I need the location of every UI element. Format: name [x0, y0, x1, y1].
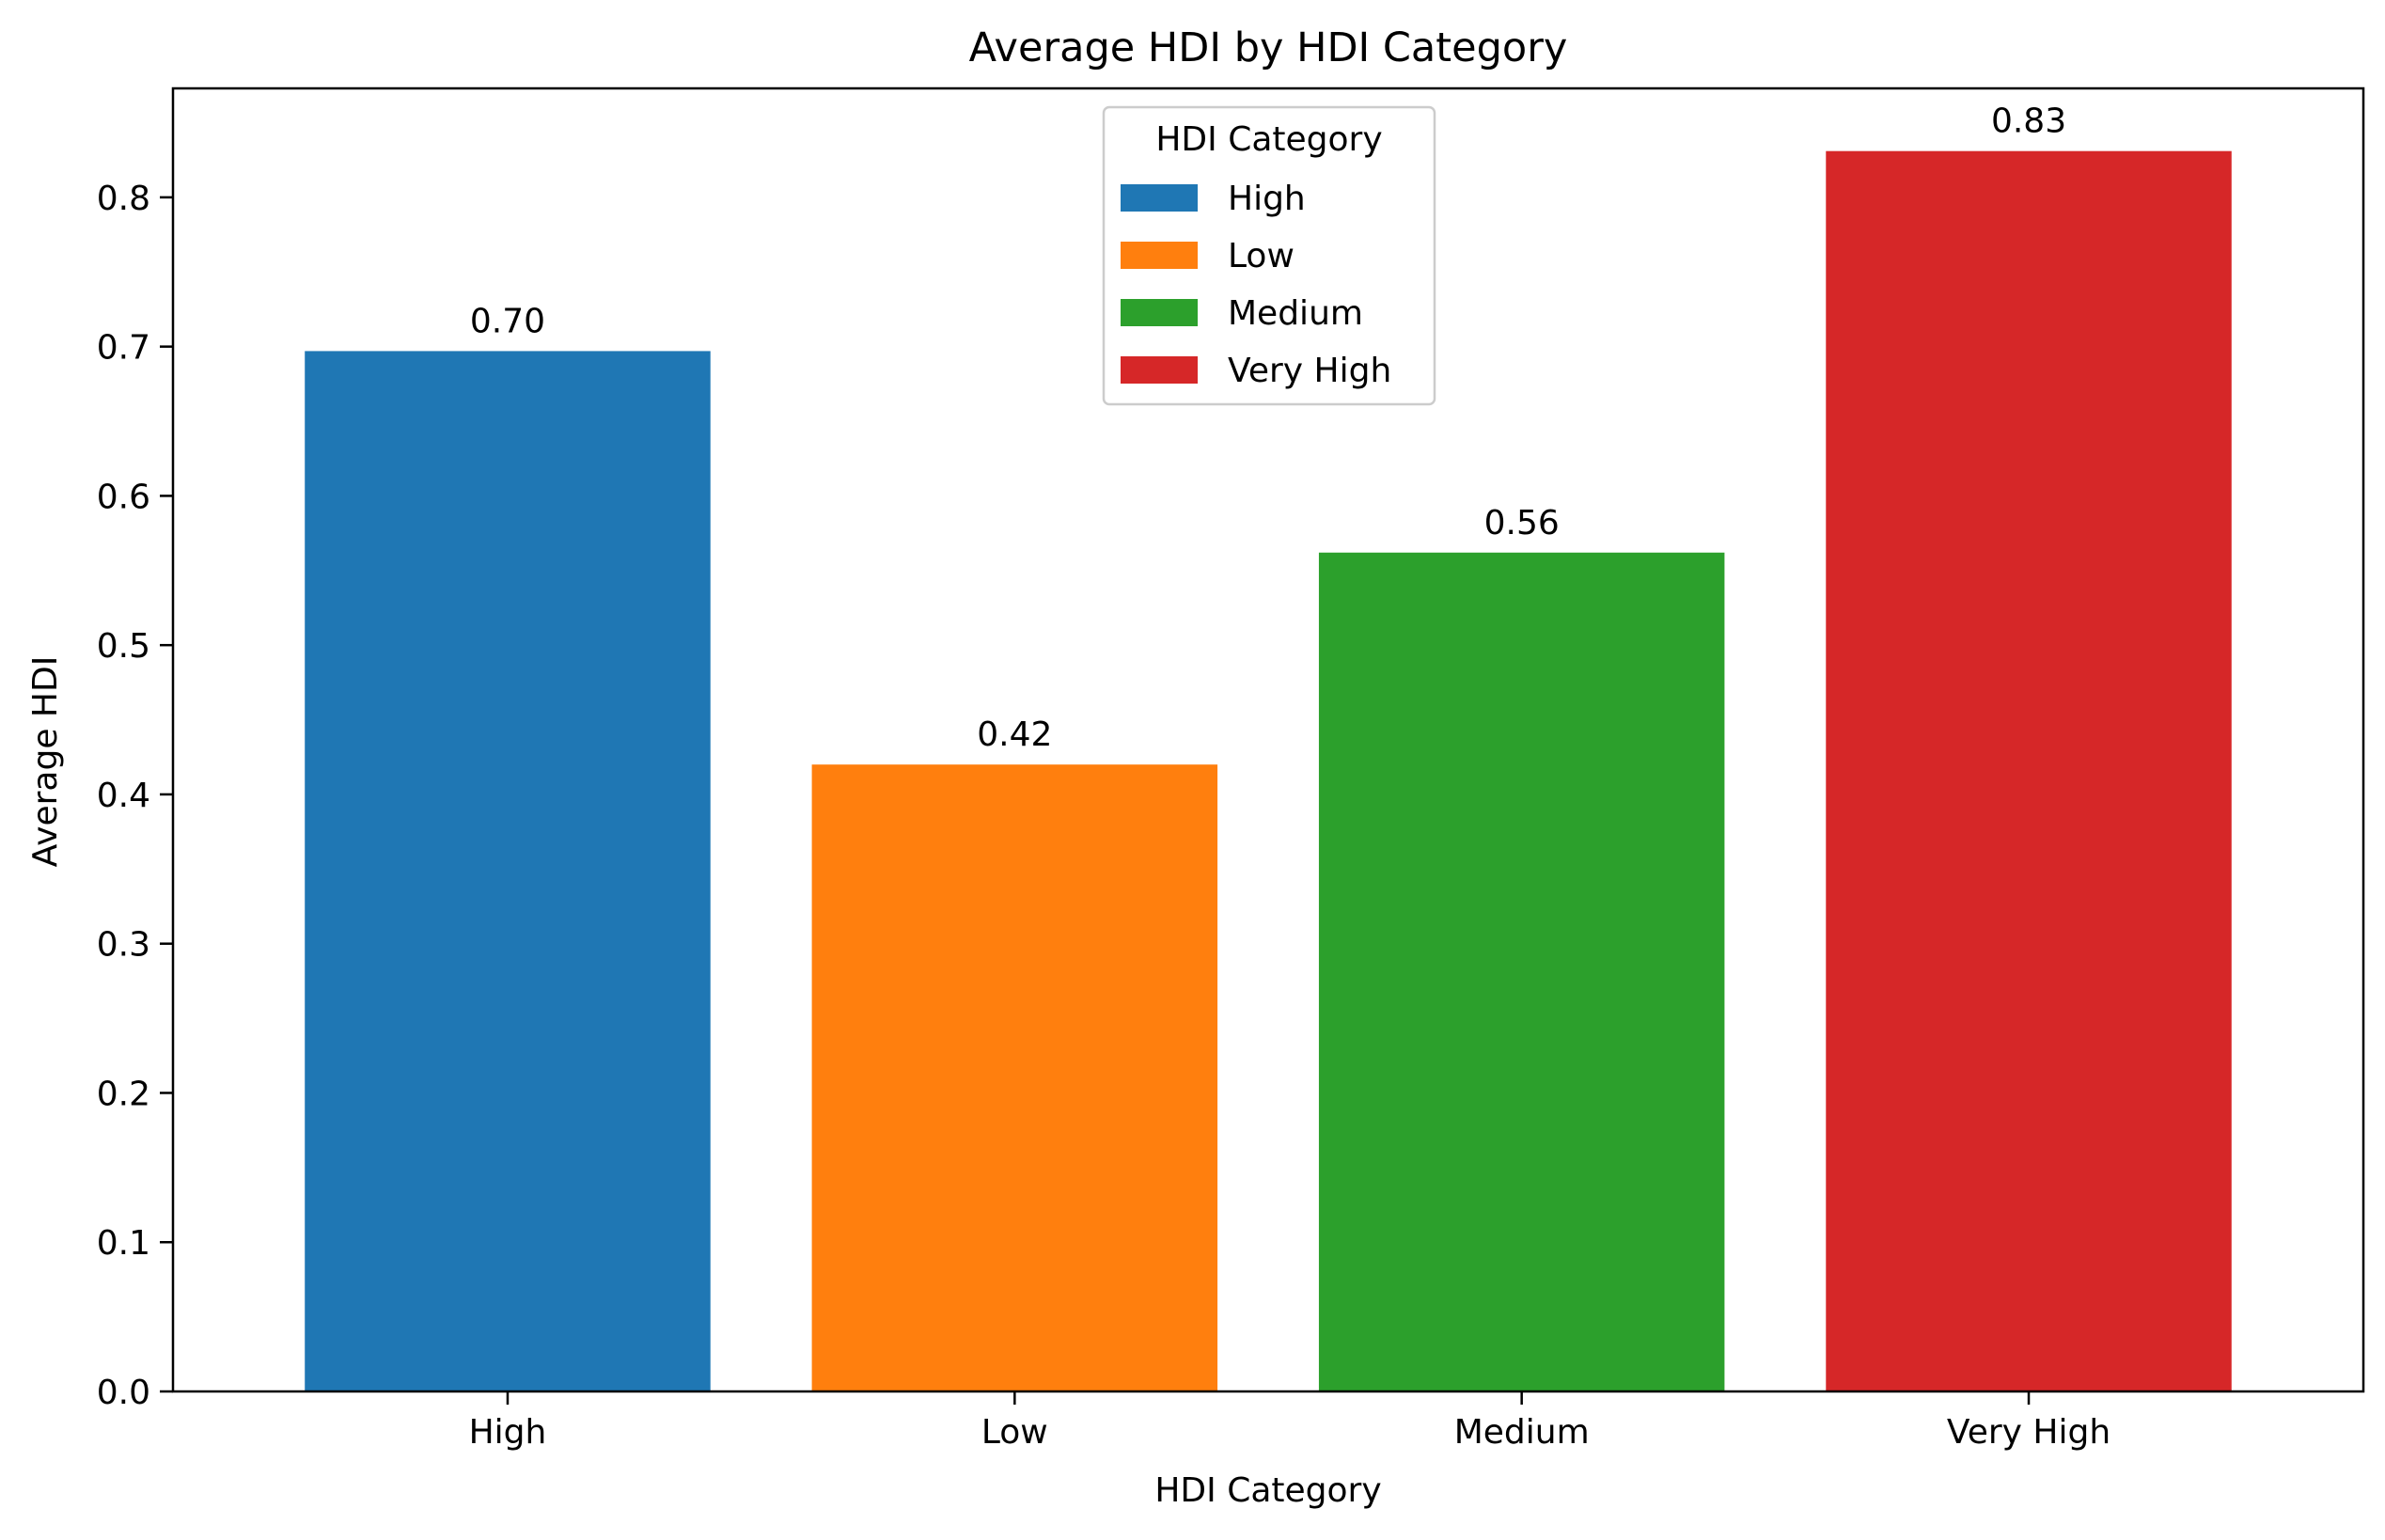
legend-entry-label: High — [1228, 180, 1306, 218]
x-axis: High Low Medium Very High — [469, 1391, 2110, 1452]
y-tick-label: 0.7 — [97, 329, 150, 368]
value-label-low: 0.42 — [977, 715, 1052, 754]
x-tick-label: Low — [981, 1413, 1048, 1452]
plot-frame — [171, 86, 2365, 1393]
y-axis: 0.0 0.1 0.2 0.3 0.4 0.5 0.6 0.7 0.8 — [97, 180, 173, 1412]
x-tick-label: Medium — [1454, 1413, 1590, 1452]
legend-entry-label: Very High — [1228, 352, 1391, 390]
value-label-high: 0.70 — [470, 302, 545, 340]
x-tick-label: High — [469, 1413, 547, 1452]
x-axis-label: HDI Category — [1154, 1471, 1381, 1510]
value-label-medium: 0.56 — [1484, 504, 1560, 542]
chart-title: Average HDI by HDI Category — [969, 24, 1568, 71]
legend-swatch — [1121, 242, 1198, 269]
legend-entry-label: Low — [1228, 237, 1294, 275]
y-tick-label: 0.0 — [97, 1374, 150, 1412]
y-tick-label: 0.6 — [97, 478, 150, 516]
y-tick-label: 0.1 — [97, 1224, 150, 1263]
bar-low — [811, 764, 1218, 1391]
legend-swatch — [1121, 299, 1198, 326]
x-tick-label: Very High — [1947, 1413, 2110, 1452]
y-tick-label: 0.4 — [97, 777, 150, 815]
legend-entry-label: Medium — [1228, 294, 1363, 333]
legend-box — [1102, 105, 1436, 406]
value-label-very-high: 0.83 — [1991, 102, 2066, 141]
value-labels-group: 0.70 0.42 0.56 0.83 — [470, 102, 2066, 755]
legend-title: HDI Category — [1155, 120, 1382, 159]
y-tick-label: 0.5 — [97, 627, 150, 666]
bars-group — [305, 150, 2232, 1392]
y-tick-label: 0.8 — [97, 180, 150, 218]
legend-swatch — [1121, 356, 1198, 384]
y-axis-label: Average HDI — [26, 656, 65, 868]
legend: HDI Category High Low Medium Very High — [1102, 105, 1436, 406]
y-tick-label: 0.2 — [97, 1075, 150, 1113]
bar-high — [305, 351, 711, 1392]
bar-very-high — [1826, 150, 2232, 1391]
y-tick-label: 0.3 — [97, 926, 150, 965]
bar-medium — [1318, 552, 1725, 1391]
legend-swatch — [1121, 184, 1198, 212]
